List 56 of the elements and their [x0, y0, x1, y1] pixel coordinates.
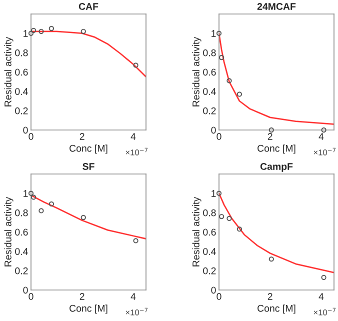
- y-tick-label: 1: [212, 30, 216, 37]
- y-tick-label: 0: [23, 286, 28, 294]
- x-tick-label: 4: [130, 133, 136, 140]
- y-tick-label: 0.2: [203, 107, 216, 114]
- x-tick-label: 0: [28, 133, 34, 140]
- x-tick-label: 0: [216, 293, 222, 300]
- y-tick-label: 0.2: [15, 107, 28, 114]
- x-tick-label: 2: [268, 133, 272, 140]
- text: ×10$^{−7}$: [314, 148, 336, 156]
- line-series: [31, 194, 146, 240]
- y-tick-label: 0.4: [203, 248, 216, 255]
- x-tick-label: 4: [318, 133, 324, 140]
- y-tick-label: 0.6: [203, 68, 216, 76]
- y-tick-label: 0.8: [15, 49, 28, 56]
- y-tick-label: 0.4: [15, 248, 28, 255]
- x-tick-label: 2: [268, 293, 272, 300]
- y-tick-label: 1: [212, 190, 216, 197]
- x-tick-label: 0: [216, 133, 222, 140]
- x-axis-title: Conc [M]: [70, 304, 108, 314]
- x-tick-label: 0: [28, 293, 34, 300]
- chart-title: CampF: [260, 163, 293, 172]
- x-axis-title: Conc [M]: [258, 304, 296, 314]
- text: ×10$^{−7}$: [126, 148, 148, 156]
- y-tick-label: 0.4: [203, 88, 216, 95]
- chart-title: CAF: [78, 3, 98, 10]
- x-axis-title: Conc [M]: [70, 144, 108, 154]
- y-tick-label: 0.8: [15, 209, 28, 216]
- y-axis-title: Residual activity: [192, 196, 202, 266]
- line-series: [219, 192, 334, 274]
- x-tick-label: 2: [80, 133, 84, 140]
- x-tick-label: 4: [318, 293, 324, 300]
- y-tick-label: 0.6: [15, 68, 28, 76]
- y-tick-label: 0.2: [203, 267, 216, 274]
- y-tick-label: 0.4: [15, 88, 28, 95]
- y-tick-label: 0.8: [203, 49, 216, 56]
- y-axis-title: Residual activity: [192, 36, 202, 106]
- y-tick-label: 0: [23, 126, 28, 134]
- y-tick-label: 0.6: [15, 228, 28, 236]
- y-tick-label: 0: [211, 126, 216, 134]
- text: ×10$^{−7}$: [126, 308, 148, 316]
- y-tick-label: 0.6: [203, 228, 216, 236]
- line-series: [31, 30, 146, 78]
- y-axis-title: Residual activity: [4, 196, 14, 266]
- text: ×10$^{−7}$: [314, 308, 336, 316]
- y-tick-label: 1: [24, 30, 28, 37]
- y-tick-label: 0: [211, 286, 216, 294]
- y-axis-title: Residual activity: [4, 36, 14, 106]
- line-series: [219, 32, 334, 125]
- y-tick-label: 0.8: [203, 209, 216, 216]
- x-axis-title: Conc [M]: [258, 144, 296, 154]
- chart-title: SF: [82, 163, 94, 170]
- y-tick-label: 0.2: [15, 267, 28, 274]
- x-tick-label: 2: [80, 293, 84, 300]
- y-tick-label: 1: [24, 190, 28, 197]
- chart-title: 24MCAF: [257, 3, 296, 10]
- x-tick-label: 4: [130, 293, 136, 300]
